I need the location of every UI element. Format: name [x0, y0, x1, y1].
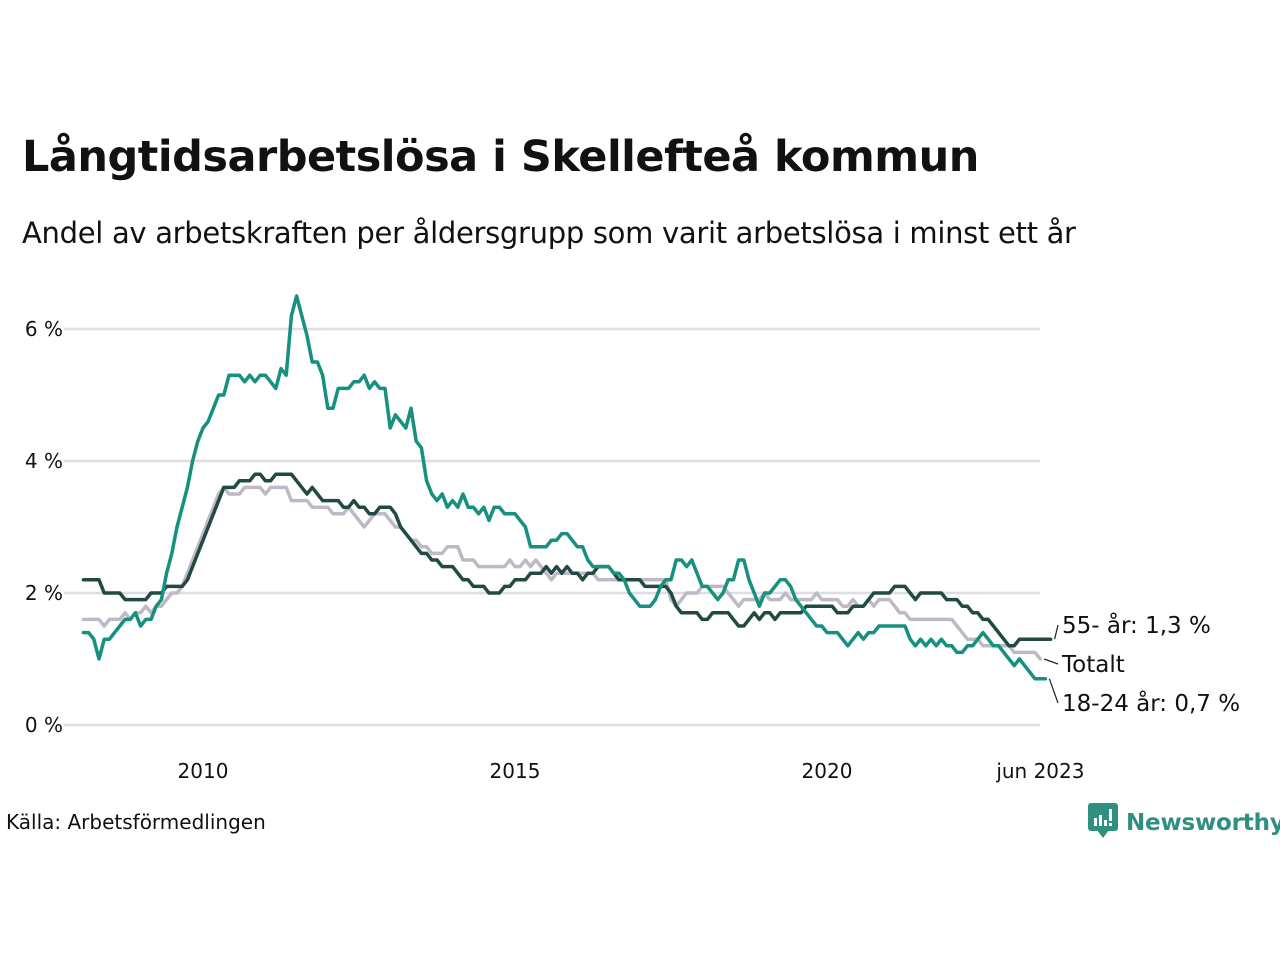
series-line-55-r [81, 472, 1053, 648]
y-tick-label: 6 % [25, 317, 63, 341]
x-axis-ticks: 2010 2015 2020 jun 2023 [178, 759, 1085, 783]
leader-line [1048, 678, 1059, 704]
series-lines [81, 294, 1053, 681]
source-note: Källa: Arbetsförmedlingen [6, 810, 266, 834]
x-tick-label: 2010 [178, 759, 229, 783]
series-line-18-24-r [81, 294, 1048, 681]
x-tick-label: jun 2023 [995, 759, 1084, 783]
x-tick-label: 2015 [490, 759, 541, 783]
newsworthy-logo[interactable]: Newsworthy [1088, 803, 1280, 843]
series-end-label: Totalt [1061, 652, 1125, 678]
y-axis-ticks: 0 % 2 % 4 % 6 % [25, 317, 63, 737]
chart-title: Långtidsarbetslösa i Skellefteå kommun [22, 132, 979, 182]
y-tick-label: 0 % [25, 713, 63, 737]
end-labels: 55- år: 1,3 % Totalt 18-24 år: 0,7 % [1043, 611, 1240, 717]
newsworthy-logo-icon [1088, 803, 1118, 843]
series-end-label: 18-24 år: 0,7 % [1062, 689, 1240, 717]
brand-name: Newsworthy [1126, 810, 1280, 836]
gridlines [64, 327, 1040, 727]
chart-subtitle: Andel av arbetskraften per åldersgrupp s… [22, 216, 1076, 250]
leader-line [1054, 624, 1059, 640]
y-tick-label: 4 % [25, 449, 63, 473]
x-tick-label: 2020 [802, 759, 853, 783]
series-end-label: 55- år: 1,3 % [1062, 611, 1211, 639]
y-tick-label: 2 % [25, 581, 63, 605]
leader-line [1043, 658, 1059, 665]
